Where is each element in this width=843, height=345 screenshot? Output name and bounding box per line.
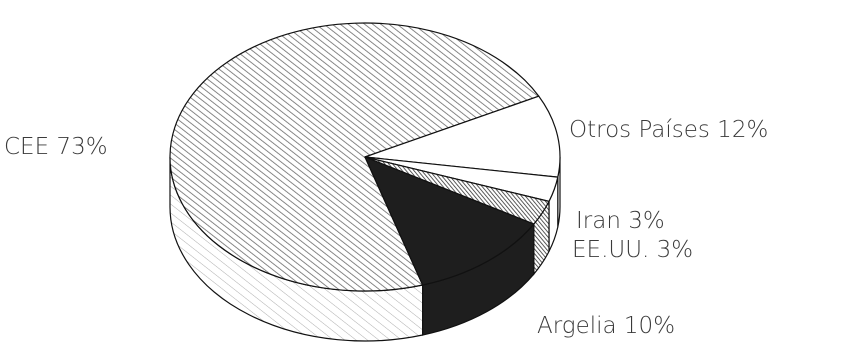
- pie-labels: CEE 73% Argelia 10% EE.UU. 3% Iran 3% Ot…: [4, 117, 768, 339]
- pie-side-walls: [169, 156, 561, 342]
- slice-label-otros-paises: Otros Países 12%: [569, 117, 768, 143]
- pie-slice-argelia: [364, 95, 561, 178]
- slice-label-argelia: Argelia 10%: [537, 313, 675, 339]
- pie-slice-otros-paises: [364, 156, 535, 286]
- slice-label-eeuu: EE.UU. 3%: [572, 237, 693, 263]
- pie-slice-cee: [169, 22, 540, 292]
- pie-top-faces: [169, 22, 561, 292]
- slice-label-iran: Iran 3%: [576, 208, 665, 234]
- slice-label-cee: CEE 73%: [4, 134, 108, 160]
